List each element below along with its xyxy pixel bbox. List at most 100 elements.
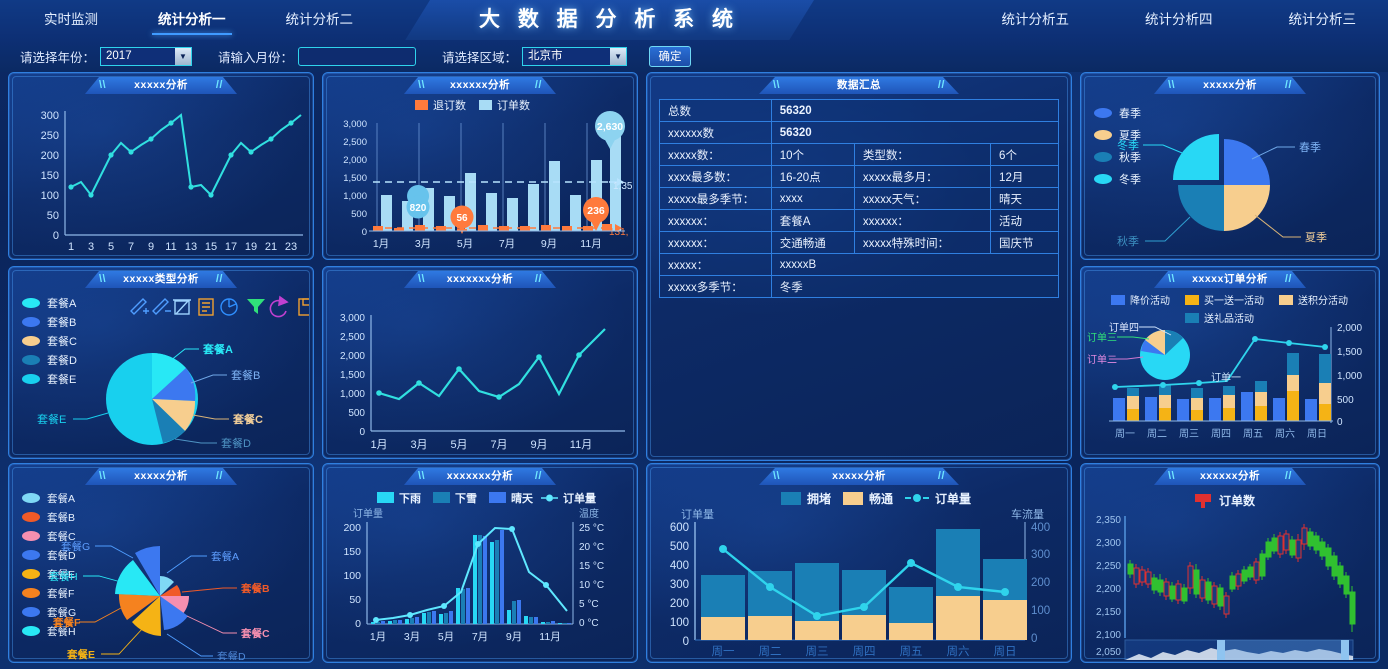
title-slash-right-icon: // <box>937 470 945 482</box>
chart-traffic-orders[interactable]: 拥堵 畅通 订单量 订单量 车流量 600 500 400 300 200 100 0 <box>653 488 1065 658</box>
year-select[interactable]: 2017 ▼ <box>100 46 193 66</box>
pen-remove-icon <box>152 298 171 315</box>
pie-label-c: 套餐C <box>233 412 263 426</box>
summary-value: 12月 <box>990 165 1059 188</box>
pie-slices <box>1173 134 1270 231</box>
svg-text:1,500: 1,500 <box>340 370 365 381</box>
title-slash-right-icon: // <box>534 79 542 91</box>
summary-label: xxxxx天气： <box>853 187 992 210</box>
chart-monthly-line[interactable]: 3,000 2,500 2,000 1,500 1,000 500 0 1月 3月 5月… <box>329 291 631 454</box>
summary-label: xxxxxx： <box>853 209 992 232</box>
svg-text:21: 21 <box>265 241 277 253</box>
summary-label: xxxxxx数 <box>659 121 772 144</box>
year-label: 请选择年份： <box>20 50 96 65</box>
weather-bars <box>371 530 571 624</box>
axis-label-right: 温度 <box>579 507 599 520</box>
title-slash-right-icon: // <box>534 470 542 482</box>
svg-text:100: 100 <box>1031 605 1050 617</box>
svg-text:2,100: 2,100 <box>1096 630 1121 641</box>
svg-text:300: 300 <box>41 110 59 122</box>
summary-label: xxxx最多数： <box>659 165 772 188</box>
svg-text:套餐C: 套餐C <box>47 530 76 543</box>
summary-value: 套餐A <box>770 209 855 232</box>
svg-text:畅通: 畅通 <box>869 491 893 506</box>
chart-candlestick[interactable]: 订单数 2,350 2,300 2,250 2,200 2,150 2,100 2,0… <box>1087 488 1373 660</box>
chart-promo-orders[interactable]: 降价活动 买一送一活动 送积分活动 送礼品活动 2,000 1,500 1,000… <box>1087 291 1373 454</box>
chart-weather-orders[interactable]: 下雨 下雪 晴天 订单量 订单量 温度 200 150 100 50 0 <box>329 488 631 658</box>
month-input[interactable] <box>298 46 417 66</box>
axis-label-left: 订单量 <box>353 508 383 520</box>
svg-text:11月: 11月 <box>570 439 592 451</box>
svg-text:周三: 周三 <box>806 645 829 658</box>
summary-table: 总数 56320 xxxxxx数 56320 xxxxx数： 10个 类型数： … <box>659 99 1060 298</box>
svg-text:2,200: 2,200 <box>1096 584 1121 595</box>
svg-text:2,500: 2,500 <box>343 137 367 148</box>
svg-text:0: 0 <box>1337 417 1343 428</box>
svg-text:晴天: 晴天 <box>511 491 534 505</box>
title-slash-right-icon: // <box>215 273 223 285</box>
summary-total-value: 56320 <box>770 99 1060 122</box>
legend-traffic: 拥堵 畅通 订单量 <box>781 491 971 506</box>
rose-label-e: 套餐E <box>66 648 95 660</box>
summary-label: xxxxx最多季节： <box>659 187 772 210</box>
legend-label-order: 订单数 <box>497 99 530 112</box>
legend-promo: 降价活动 买一送一活动 送积分活动 送礼品活动 <box>1111 294 1348 325</box>
svg-text:150: 150 <box>41 170 59 182</box>
chart-package-pie[interactable]: 套餐A 套餐B 套餐C 套餐D 套餐E <box>15 291 309 454</box>
svg-text:套餐B: 套餐B <box>47 511 75 524</box>
svg-text:13: 13 <box>185 241 197 253</box>
panel-title-text: xxxxxxx分析 <box>446 470 514 482</box>
svg-text:100: 100 <box>670 617 689 629</box>
panel-candlestick: \\ xxxxxx分析 // 订单数 2,350 2,300 2,250 2,200… <box>1080 463 1380 663</box>
svg-text:500: 500 <box>348 408 365 419</box>
title-slash-right-icon: // <box>215 470 223 482</box>
list-icon <box>198 298 214 316</box>
svg-text:周五: 周五 <box>900 645 923 658</box>
chart-order-cancel-bars[interactable]: 退订数 订单数 3,000 2,500 2,000 1,500 1,000 500 0 <box>329 97 633 255</box>
svg-text:0: 0 <box>683 636 689 648</box>
svg-text:200: 200 <box>1031 577 1050 589</box>
title-slash-left-icon: \\ <box>418 273 426 285</box>
chart-season-pie[interactable]: 春季 夏季 秋季 冬季 <box>1087 97 1373 255</box>
summary-value: 6个 <box>990 143 1059 166</box>
svg-text:5月: 5月 <box>450 439 467 451</box>
tab-statistics-4[interactable]: 统计分析四 <box>1145 12 1213 27</box>
svg-text:周一: 周一 <box>1115 428 1135 440</box>
panel-title: \\ xxxxx类型分析 // <box>85 271 237 288</box>
pie-label-order4: 订单四 <box>1109 322 1139 334</box>
svg-text:1,500: 1,500 <box>1337 347 1362 358</box>
tab-statistics-3[interactable]: 统计分析三 <box>1288 12 1357 27</box>
svg-text:200: 200 <box>41 150 59 162</box>
summary-label: xxxxx数： <box>659 143 772 166</box>
svg-text:400: 400 <box>670 560 689 572</box>
summary-label: xxxxx： <box>659 253 772 276</box>
title-slash-left-icon: \\ <box>773 79 781 91</box>
axis-label-right: 车流量 <box>1011 507 1044 521</box>
data-zoom-slider <box>1124 639 1354 660</box>
tab-statistics-1[interactable]: 统计分析一 <box>144 0 240 40</box>
confirm-button[interactable]: 确定 <box>649 45 692 67</box>
svg-text:2,300: 2,300 <box>1096 538 1121 549</box>
region-select[interactable]: 北京市 ▼ <box>522 46 628 66</box>
svg-text:20 °C: 20 °C <box>579 542 604 553</box>
svg-text:600: 600 <box>670 522 689 534</box>
panel-title: \\ xxxxxxx分析 // <box>404 271 556 288</box>
svg-text:下雪: 下雪 <box>455 492 477 505</box>
summary-label: xxxxx最多月： <box>853 165 992 188</box>
tab-statistics-5[interactable]: 统计分析五 <box>1001 12 1070 27</box>
title-slash-left-icon: \\ <box>1168 470 1176 482</box>
panel-title: \\ xxxxx分析 // <box>1154 77 1306 94</box>
title-slash-left-icon: \\ <box>418 79 426 91</box>
svg-text:周日: 周日 <box>994 645 1017 658</box>
traffic-bars <box>701 529 1027 640</box>
table-row: xxxxxx： 交通畅通 xxxxx特殊时间： 国庆节 <box>659 231 1059 254</box>
chart-rose[interactable]: 套餐A 套餐B 套餐C 套餐D 套餐E 套餐F 套餐G 套餐H <box>15 488 307 660</box>
tab-realtime-monitor[interactable]: 实时监测 <box>44 12 98 27</box>
summary-value: xxxx <box>770 187 855 210</box>
svg-text:下雨: 下雨 <box>399 492 421 505</box>
svg-text:50: 50 <box>47 210 59 222</box>
tab-statistics-2[interactable]: 统计分析二 <box>285 12 354 27</box>
svg-text:周六: 周六 <box>1275 428 1295 440</box>
svg-text:1月: 1月 <box>370 439 387 451</box>
